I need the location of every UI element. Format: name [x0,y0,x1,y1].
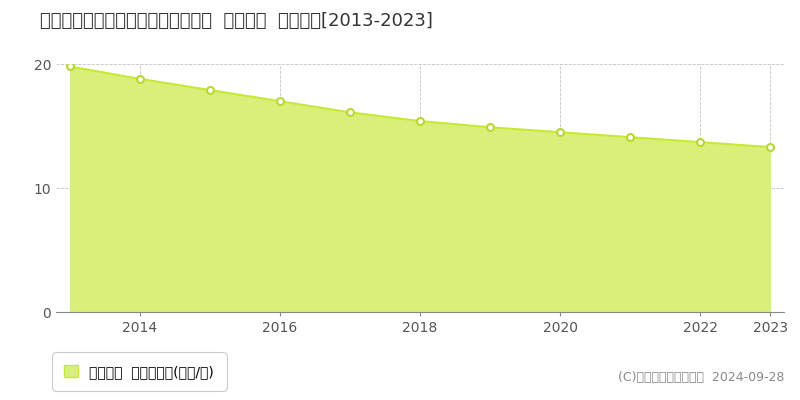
Text: (C)土地価格ドットコム  2024-09-28: (C)土地価格ドットコム 2024-09-28 [618,371,784,384]
Legend: 基準地価  平均嵪単価(万円/嵪): 基準地価 平均嵪単価(万円/嵪) [56,357,222,387]
Text: 新潟県上越市中央１丁目３４３番５  基準地価  地価推移[2013-2023]: 新潟県上越市中央１丁目３４３番５ 基準地価 地価推移[2013-2023] [40,12,433,30]
